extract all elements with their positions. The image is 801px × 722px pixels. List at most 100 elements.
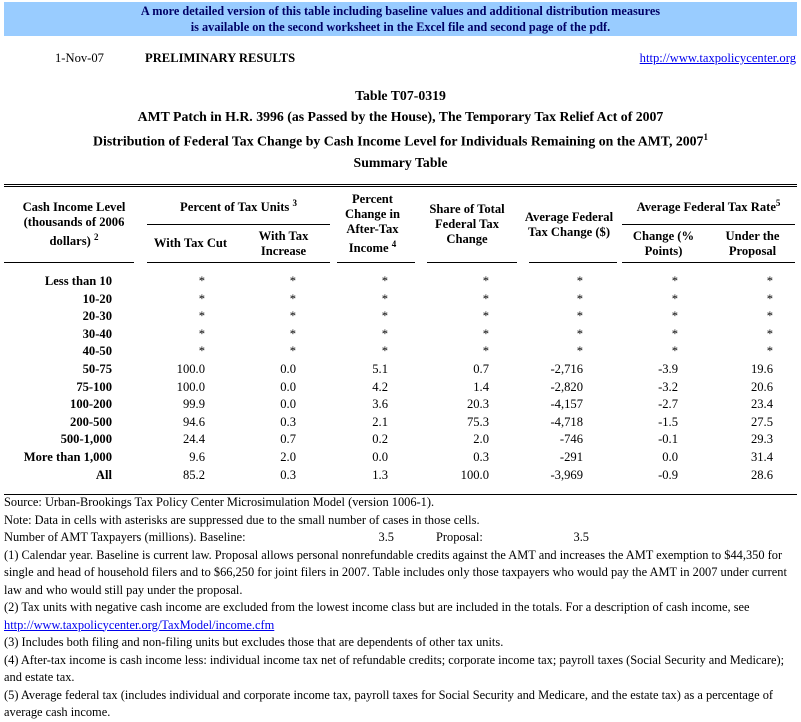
col-header-under-the-proposal: Under the Proposal [725, 228, 780, 258]
footnote-marker-2: 2 [93, 231, 99, 242]
proposal-value: 3.5 [573, 530, 590, 544]
table-cell: -0.1 [658, 432, 678, 447]
header-rule [4, 262, 134, 263]
table-cell: 0.0 [280, 379, 296, 394]
table-cell: * [576, 309, 583, 324]
table-cell: * [671, 344, 678, 359]
header-rule [147, 262, 330, 263]
table-cell: * [766, 344, 773, 359]
footnote-marker-1: 1 [703, 132, 708, 142]
table-cell: * [198, 309, 205, 324]
row-label: 500-1,000 [60, 432, 112, 447]
table-cell: 0.0 [372, 449, 388, 464]
table-cell: * [482, 274, 489, 288]
table-cell: * [482, 326, 489, 341]
table-cell: 0.3 [473, 449, 489, 464]
table-cell: -3.9 [658, 361, 678, 376]
table-cell: 4.2 [372, 379, 388, 394]
row-label: More than 1,000 [23, 449, 112, 464]
footnote-3: (3) Includes both filing and non-filing … [4, 635, 504, 649]
summary-table-title: Summary Table [353, 154, 448, 170]
baseline-value: 3.5 [378, 530, 395, 544]
table-cell: 23.4 [750, 397, 773, 412]
amt-taxpayers-line: Number of AMT Taxpayers (millions). Base… [4, 529, 797, 547]
table-cell: 85.2 [182, 467, 205, 482]
table-cell: 29.3 [750, 432, 773, 447]
table-cell: * [671, 326, 678, 341]
table-cell: 2.1 [372, 414, 388, 429]
table-cell: 100.0 [460, 467, 489, 482]
row-label: 75-100 [76, 379, 112, 394]
table-body: Less than 10 * * * * * * * 10-20 * * * *… [4, 273, 797, 484]
table-cell: 0.3 [280, 467, 296, 482]
footnote-2: (2) Tax units with negative cash income … [4, 600, 750, 614]
table-cell: -2,820 [550, 379, 583, 394]
row-label: 50-75 [82, 361, 112, 376]
table-cell: * [766, 274, 773, 288]
source-note: Source: Urban-Brookings Tax Policy Cente… [4, 495, 435, 509]
date-label: 1-Nov-07 [55, 51, 104, 65]
table-cell: 0.7 [280, 432, 296, 447]
header-rule-row [4, 262, 797, 263]
table-cell: 2.0 [473, 432, 489, 447]
preliminary-results-label: PRELIMINARY RESULTS [145, 51, 296, 65]
table-cell: * [289, 326, 296, 341]
row-label: 10-20 [82, 291, 112, 306]
footer-notes: Source: Urban-Brookings Tax Policy Cente… [4, 494, 797, 722]
table-cell: -4,718 [550, 414, 583, 429]
table-cell: 27.5 [750, 414, 773, 429]
table-cell: 94.6 [182, 414, 205, 429]
table-cell: 0.3 [280, 414, 296, 429]
table-cell: 100.0 [176, 361, 205, 376]
income-definition-link[interactable]: http://www.taxpolicycenter.org/TaxModel/… [4, 617, 275, 632]
amt-taxpayers-label: Number of AMT Taxpayers (millions). Base… [4, 530, 246, 544]
asterisk-note: Note: Data in cells with asterisks are s… [4, 512, 480, 527]
footnote-5: (5) Average federal tax (includes indivi… [4, 687, 774, 720]
table-cell: -2,716 [550, 361, 583, 376]
table-cell: -3,969 [550, 467, 583, 482]
col-header-percent-change-after-tax-income: Percent Change in After-Tax Income 4 [345, 192, 400, 256]
table-cell: 0.0 [280, 361, 296, 376]
header-rule [337, 262, 415, 263]
table-cell: 1.3 [372, 467, 388, 482]
footnote-1: (1) Calendar year. Baseline is current l… [4, 547, 787, 597]
table-cell: -746 [559, 432, 583, 447]
title-line-2: AMT Patch in H.R. 3996 (as Passed by the… [137, 109, 664, 124]
table-cell: * [576, 326, 583, 341]
table-cell: * [289, 344, 296, 359]
table-cell: 9.6 [189, 449, 205, 464]
table-cell: * [766, 309, 773, 324]
footnote-marker-5: 5 [775, 197, 781, 208]
meta-row: 1-Nov-07 PRELIMINARY RESULTS http://www.… [0, 51, 801, 69]
table-cell: * [671, 274, 678, 288]
row-label: 20-30 [82, 309, 112, 324]
col-group-percent-of-tax-units: Percent of Tax Units 3 [147, 187, 330, 225]
col-header-with-tax-cut: With Tax Cut [153, 236, 228, 250]
table-cell: 5.1 [372, 361, 388, 376]
table-header: Cash Income Level (thousands of 2006 dol… [4, 187, 797, 262]
table-cell: -1.5 [658, 414, 678, 429]
table-cell: * [671, 309, 678, 324]
table-cell: -2.7 [658, 397, 678, 412]
title-block: Table T07-0319 AMT Patch in H.R. 3996 (a… [0, 85, 801, 173]
col-header-share-of-total-federal-tax-change: Share of Total Federal Tax Change [429, 202, 505, 246]
col-header-change-percent-points: Change (% Points) [632, 228, 695, 258]
header-rule [622, 262, 795, 263]
table-number-title: Table T07-0319 [355, 88, 446, 103]
table-cell: * [198, 326, 205, 341]
row-label: All [95, 467, 112, 482]
header-rule [529, 262, 617, 263]
table-cell: * [289, 309, 296, 324]
col-group-average-federal-tax-rate: Average Federal Tax Rate5 [622, 187, 795, 225]
table-bottom-rule [4, 484, 797, 496]
table-cell: * [766, 326, 773, 341]
proposal-label: Proposal: [436, 530, 483, 544]
table-cell: * [482, 291, 489, 306]
table-cell: -0.9 [658, 467, 678, 482]
taxpolicycenter-link[interactable]: http://www.taxpolicycenter.org [639, 51, 796, 65]
table-cell: * [576, 344, 583, 359]
table-cell: 24.4 [182, 432, 205, 447]
col-header-cash-income-level: Cash Income Level (thousands of 2006 dol… [22, 199, 126, 249]
row-label: 40-50 [82, 344, 112, 359]
table-cell: -3.2 [658, 379, 678, 394]
